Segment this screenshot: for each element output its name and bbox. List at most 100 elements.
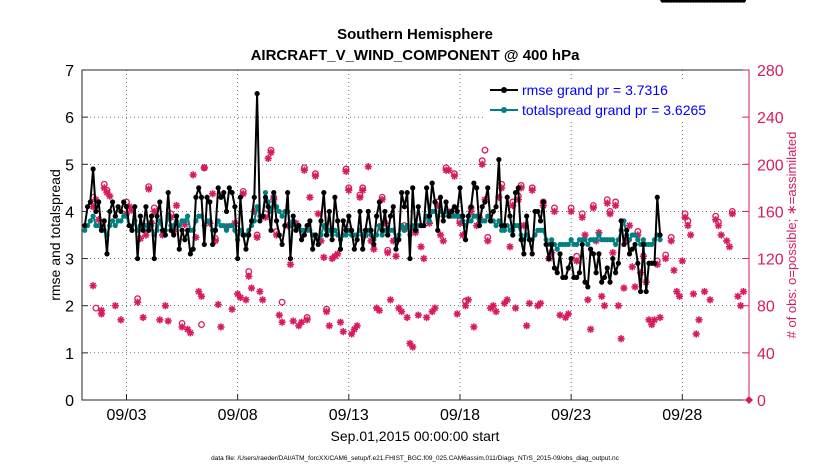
rmse-point xyxy=(218,194,224,200)
obs-possible-marker xyxy=(92,304,100,312)
totalspread-point xyxy=(262,189,269,196)
obs-possible-marker xyxy=(567,204,575,212)
left-y-tick-label: 6 xyxy=(65,110,74,127)
obs-assimilated-marker xyxy=(656,313,664,322)
right-y-tick-label: 40 xyxy=(757,346,775,363)
obs-possible-marker xyxy=(481,146,489,154)
obs-assimilated-marker xyxy=(142,231,150,239)
rmse-point xyxy=(471,180,477,186)
obs-possible-marker xyxy=(551,204,558,212)
obs-possible-marker xyxy=(589,202,597,209)
rmse-point xyxy=(373,213,380,219)
rmse-point xyxy=(212,227,218,233)
rmse-point xyxy=(84,204,91,210)
totalspread-point xyxy=(223,227,230,233)
rmse-point xyxy=(651,260,658,266)
obs-zero-marker xyxy=(745,396,753,404)
rmse-point xyxy=(121,199,127,205)
rmse-point xyxy=(365,208,371,215)
rmse-point xyxy=(401,204,407,210)
rmse-point xyxy=(610,255,616,262)
obs-assimilated-marker xyxy=(439,237,447,245)
obs-assimilated-marker xyxy=(197,292,206,300)
obs-assimilated-marker xyxy=(392,252,400,260)
obs-assimilated-marker xyxy=(353,322,361,330)
rmse-point xyxy=(104,251,110,257)
rmse-point xyxy=(362,227,369,233)
x-tick-label: 09/23 xyxy=(551,407,591,424)
rmse-point xyxy=(207,199,213,205)
obs-assimilated-marker xyxy=(670,266,678,274)
obs-possible-marker xyxy=(528,184,536,192)
rmse-point xyxy=(101,218,107,224)
totalspread-point xyxy=(565,241,571,248)
obs-possible-marker xyxy=(345,184,353,192)
obs-possible-marker xyxy=(442,164,450,172)
totalspread-point xyxy=(279,213,285,219)
obs-assimilated-marker xyxy=(398,308,406,316)
rmse-point xyxy=(501,222,508,229)
obs-assimilated-marker xyxy=(598,292,606,300)
rmse-point xyxy=(232,204,238,210)
rmse-point xyxy=(526,237,533,243)
rmse-point xyxy=(335,218,341,224)
right-y-tick-label: 0 xyxy=(757,393,766,410)
obs-assimilated-marker xyxy=(717,231,725,239)
obs-possible-marker xyxy=(478,157,486,165)
obs-assimilated-marker xyxy=(89,282,97,290)
obs-assimilated-marker xyxy=(275,311,283,319)
obs-assimilated-marker xyxy=(375,306,383,315)
rmse-point xyxy=(387,213,394,219)
rmse-point xyxy=(565,265,571,271)
rmse-point xyxy=(474,185,480,191)
obs-assimilated-marker xyxy=(556,311,564,319)
rmse-point xyxy=(371,241,377,248)
obs-assimilated-marker xyxy=(614,302,622,310)
obs-assimilated-marker xyxy=(320,253,328,261)
rmse-point xyxy=(159,227,166,233)
obs-assimilated-marker xyxy=(492,308,500,316)
rmse-point xyxy=(282,222,288,229)
rmse-point xyxy=(287,255,294,262)
x-tick-label: 09/18 xyxy=(440,407,480,424)
rmse-point xyxy=(385,232,391,238)
rmse-point xyxy=(137,213,143,219)
obs-possible-marker xyxy=(323,305,331,313)
rmse-point xyxy=(223,208,230,215)
totalspread-point xyxy=(649,241,655,248)
rmse-point xyxy=(210,241,216,248)
rmse-point xyxy=(235,255,241,262)
rmse-point xyxy=(618,218,624,224)
rmse-point xyxy=(315,241,321,248)
obs-assimilated-marker xyxy=(573,257,581,265)
rmse-point xyxy=(162,232,168,238)
obs-possible-marker xyxy=(267,146,275,154)
rmse-point xyxy=(554,270,560,276)
totalspread-point xyxy=(496,218,502,224)
obs-assimilated-marker xyxy=(256,287,264,296)
obs-assimilated-marker xyxy=(339,328,347,336)
obs-assimilated-marker xyxy=(600,302,609,310)
rmse-point xyxy=(496,156,502,163)
obs-assimilated-marker xyxy=(695,316,703,324)
rmse-point xyxy=(568,255,574,262)
rmse-point xyxy=(354,237,360,243)
right-y-axis-label: # of obs: o=possible; ∗=assimilated xyxy=(784,132,799,339)
rmse-point xyxy=(454,208,460,215)
obs-assimilated-marker xyxy=(97,310,106,318)
rmse-point xyxy=(410,185,416,191)
obs-assimilated-marker xyxy=(734,292,742,300)
rmse-point xyxy=(143,204,149,210)
obs-assimilated-marker xyxy=(453,310,461,318)
obs-possible-marker xyxy=(356,191,364,199)
rmse-point xyxy=(337,246,344,252)
obs-assimilated-marker xyxy=(217,323,225,331)
rmse-point xyxy=(615,260,621,266)
obs-assimilated-marker xyxy=(186,329,194,337)
obs-assimilated-marker xyxy=(617,335,625,343)
rmse-point xyxy=(123,204,130,210)
obs-possible-marker xyxy=(134,295,142,303)
rmse-point xyxy=(415,204,421,210)
obs-possible-marker xyxy=(498,180,506,188)
